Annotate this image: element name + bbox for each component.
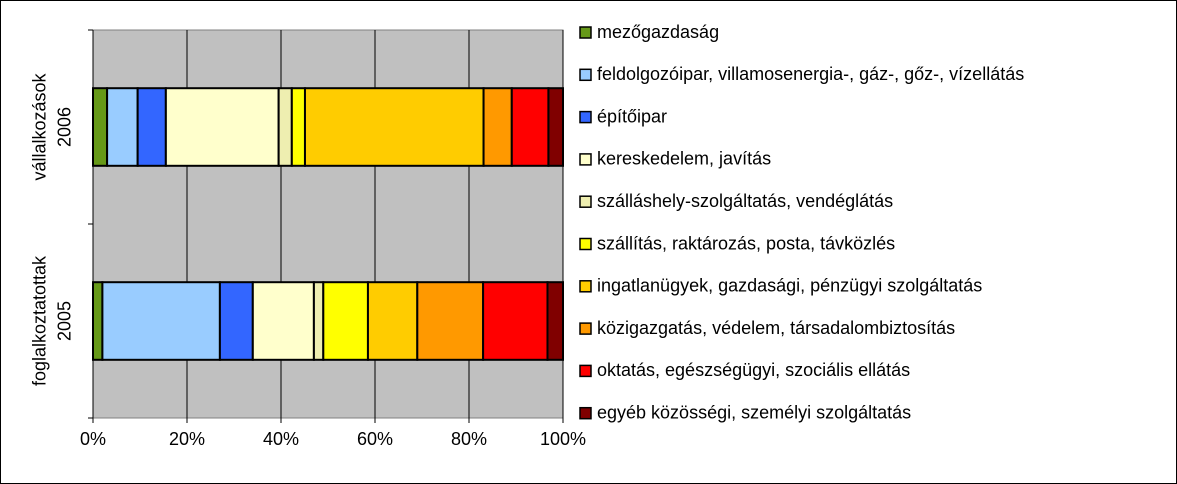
legend-label: szállítás, raktározás, posta, távközlés bbox=[597, 233, 895, 253]
x-tick-label: 60% bbox=[357, 429, 393, 449]
legend-swatch bbox=[579, 26, 592, 39]
bar bbox=[290, 87, 306, 167]
legend-swatch bbox=[579, 406, 592, 420]
bar bbox=[546, 281, 564, 361]
legend-label: kereskedelem, javítás bbox=[597, 149, 771, 169]
bar bbox=[92, 281, 104, 361]
bar bbox=[303, 87, 485, 167]
bar bbox=[416, 281, 485, 361]
legend-swatch bbox=[579, 322, 592, 335]
bar bbox=[251, 281, 315, 361]
legend-swatch bbox=[579, 364, 592, 378]
y-tick-label-line: vállalkozások bbox=[29, 72, 49, 180]
x-tick-label: 20% bbox=[169, 429, 205, 449]
bar bbox=[482, 87, 513, 167]
legend-label: közigazgatás, védelem, társadalombiztosí… bbox=[597, 318, 955, 338]
legend-swatch bbox=[579, 68, 592, 82]
bar bbox=[366, 281, 419, 361]
y-tick-label-line: foglalkoztatottak bbox=[29, 255, 49, 386]
bar bbox=[101, 281, 221, 361]
legend-swatch bbox=[579, 153, 592, 166]
y-tick-label: vállalkozások 2006 bbox=[29, 72, 74, 180]
x-tick-label: 100% bbox=[540, 429, 586, 449]
legend-label: oktatás, egészségügyi, szociális ellátás bbox=[597, 360, 910, 380]
legend-label: szálláshely-szolgáltatás, vendéglátás bbox=[597, 191, 893, 211]
bar bbox=[164, 87, 280, 167]
bar bbox=[312, 281, 325, 361]
legend-label: ingatlanügyek, gazdasági, pénzügyi szolg… bbox=[597, 276, 982, 296]
bar bbox=[106, 87, 139, 167]
legend-label: mezőgazdaság bbox=[597, 22, 719, 42]
x-tick-label: 80% bbox=[451, 429, 487, 449]
bar bbox=[322, 281, 369, 361]
legend-swatch bbox=[579, 237, 592, 251]
legend-label: egyéb közösségi, személyi szolgáltatás bbox=[597, 402, 911, 422]
legend-label: építőipar bbox=[597, 106, 667, 126]
legend-swatch bbox=[579, 195, 592, 208]
bar bbox=[92, 87, 109, 167]
legend-swatch bbox=[579, 110, 592, 124]
x-tick-label: 0% bbox=[80, 429, 106, 449]
legend-label: feldolgozóipar, villamosenergia-, gáz-, … bbox=[597, 64, 1024, 84]
y-tick-label-line: 2006 bbox=[54, 107, 74, 147]
bar bbox=[547, 87, 564, 167]
bar bbox=[482, 281, 549, 361]
y-tick-label-line: 2005 bbox=[54, 301, 74, 341]
bar bbox=[510, 87, 550, 167]
bar bbox=[277, 87, 293, 167]
x-tick-label: 40% bbox=[263, 429, 299, 449]
bar bbox=[136, 87, 167, 167]
bar bbox=[218, 281, 254, 361]
legend-swatch bbox=[579, 280, 592, 293]
y-tick-label: foglalkoztatottak 2005 bbox=[29, 255, 74, 386]
